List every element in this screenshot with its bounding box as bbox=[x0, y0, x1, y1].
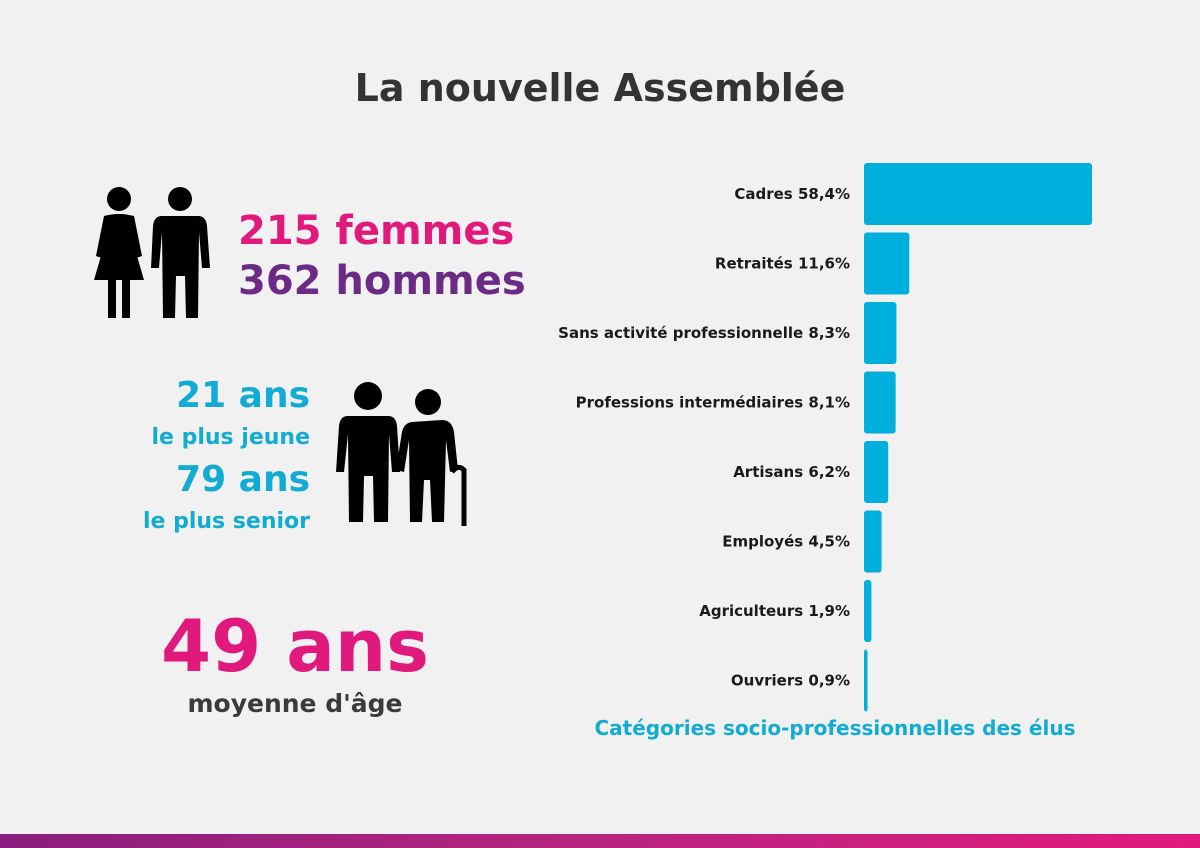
bar-5 bbox=[864, 510, 882, 573]
man-woman-icon bbox=[94, 187, 210, 318]
oldest-age: 79 ans bbox=[176, 459, 310, 500]
bottom-gradient-band bbox=[0, 834, 1200, 848]
age-stats: 21 ans le plus jeune 79 ans le plus seni… bbox=[143, 374, 310, 542]
page-title: La nouvelle Assemblée bbox=[354, 66, 846, 110]
bar-label-4: Artisans 6,2% bbox=[733, 463, 850, 481]
average-age-block: 49 ans moyenne d'âge bbox=[140, 604, 450, 720]
bar-4 bbox=[864, 441, 889, 503]
chart-caption: Catégories socio-professionnelles des él… bbox=[594, 716, 1076, 740]
elderly-couple-icon bbox=[336, 382, 467, 526]
bar-label-5: Employés 4,5% bbox=[722, 533, 850, 551]
bar-3 bbox=[864, 371, 896, 434]
bar-6 bbox=[864, 580, 872, 642]
bar-label-6: Agriculteurs 1,9% bbox=[699, 602, 850, 620]
bar-0 bbox=[864, 163, 1092, 225]
bar-2 bbox=[864, 302, 897, 364]
bar-label-3: Professions intermédiaires 8,1% bbox=[576, 394, 850, 412]
bar-7 bbox=[864, 649, 868, 712]
bar-label-7: Ouvriers 0,9% bbox=[731, 672, 850, 690]
gender-stats: 215 femmes 362 hommes bbox=[238, 206, 526, 306]
women-count: 215 femmes bbox=[238, 208, 515, 254]
average-age-label: moyenne d'âge bbox=[187, 689, 403, 718]
bar-1 bbox=[864, 232, 910, 295]
men-count: 362 hommes bbox=[238, 258, 526, 304]
youngest-age: 21 ans bbox=[176, 375, 310, 416]
average-age-value: 49 ans bbox=[161, 604, 429, 688]
oldest-label: le plus senior bbox=[142, 509, 310, 534]
bar-label-0: Cadres 58,4% bbox=[734, 185, 850, 203]
youngest-label: le plus jeune bbox=[151, 425, 310, 450]
bar-label-2: Sans activité professionnelle 8,3% bbox=[558, 324, 850, 342]
bar-label-1: Retraités 11,6% bbox=[715, 255, 850, 273]
